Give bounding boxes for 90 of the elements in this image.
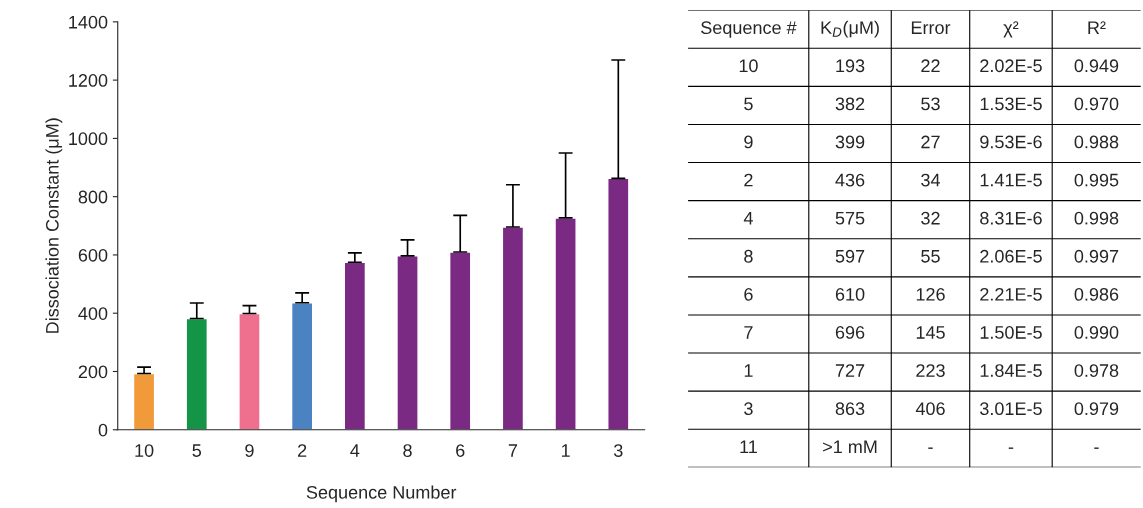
bar	[396, 255, 419, 430]
bar	[185, 317, 209, 430]
text: 3	[744, 402, 753, 416]
text: 223	[916, 364, 945, 377]
text: 382	[835, 97, 865, 111]
text: 27	[921, 135, 940, 149]
text: 9.53E-6	[980, 135, 1042, 149]
text: 597	[835, 249, 865, 263]
text: -	[928, 447, 933, 449]
text: 9	[744, 135, 753, 149]
bar	[554, 217, 577, 430]
text: 0.979	[1074, 402, 1119, 416]
x-axis-title: Sequence Number	[306, 485, 457, 503]
text: 0.978	[1074, 364, 1119, 377]
text: 1.50E-5	[980, 326, 1042, 339]
x-tick-label: 8	[403, 444, 412, 457]
text: 34	[921, 173, 941, 187]
text: 2.21E-5	[980, 287, 1042, 301]
y-tick-label: 800	[78, 190, 108, 204]
text: 8	[744, 249, 753, 263]
text: 32	[921, 211, 940, 225]
text: 3.01E-5	[980, 402, 1042, 416]
text: 10	[739, 59, 758, 73]
x-tick-label: 10	[135, 444, 154, 457]
x-tick-label: 4	[350, 444, 360, 457]
text: 2	[744, 173, 753, 187]
text: 1	[744, 364, 753, 377]
text: 727	[835, 364, 865, 377]
bar	[132, 372, 156, 430]
text: 0.995	[1074, 173, 1119, 187]
text: 436	[835, 173, 865, 187]
text: 126	[916, 287, 945, 301]
y-tick-label: 1400	[69, 15, 108, 29]
text: 0.998	[1074, 211, 1119, 225]
text: >1 mM	[823, 440, 877, 453]
bar	[607, 177, 630, 430]
text: -	[1094, 447, 1099, 449]
x-tick-label: 7	[508, 444, 518, 457]
text: 4	[743, 211, 753, 225]
category-label: Sequence #	[701, 21, 797, 38]
text: 0.988	[1074, 135, 1119, 149]
x-tick-label: 6	[456, 444, 465, 457]
text: 145	[916, 326, 945, 339]
text: 0.986	[1074, 287, 1119, 301]
text: 0.949	[1074, 59, 1119, 73]
category-label: R²	[1088, 21, 1106, 34]
text: 0.997	[1074, 249, 1119, 263]
y-tick-label: 200	[78, 365, 108, 379]
text: 1.84E-5	[980, 364, 1042, 377]
text: 5	[744, 97, 753, 111]
x-tick-label: 2	[298, 444, 307, 457]
text: -	[1008, 447, 1014, 449]
y-tick-label: 1200	[69, 74, 108, 87]
text: 610	[835, 287, 865, 301]
text: 53	[921, 97, 940, 111]
text: 8.31E-6	[980, 211, 1042, 225]
text: 406	[915, 402, 945, 416]
x-tick-label: 5	[192, 444, 202, 457]
x-tick-label: 9	[245, 444, 254, 457]
y-tick-label: 600	[78, 248, 108, 262]
text: 399	[835, 135, 865, 149]
text: 1.41E-5	[980, 173, 1042, 187]
category-label: Error	[911, 21, 951, 35]
text: 1.53E-5	[980, 97, 1042, 111]
text: 863	[835, 402, 865, 416]
y-tick-label: 1000	[69, 132, 108, 146]
x-tick-label: 3	[613, 444, 623, 457]
bar	[501, 226, 525, 430]
text: 7	[744, 326, 753, 339]
bar	[343, 261, 367, 430]
text: 11	[740, 440, 757, 453]
category-label: χ²	[1003, 21, 1019, 38]
text: 696	[835, 326, 865, 339]
text: 2.06E-5	[980, 249, 1042, 263]
bar	[290, 302, 314, 430]
category-label: K$_{D}$(μM)	[821, 20, 879, 38]
text: 6	[744, 287, 753, 301]
y-tick-label: 0	[98, 423, 108, 437]
y-tick-label: 400	[78, 307, 108, 320]
bar	[238, 312, 261, 430]
bar	[448, 251, 472, 430]
text: 22	[921, 59, 940, 72]
text: 575	[835, 211, 865, 225]
text: 2.02E-5	[980, 59, 1042, 73]
text: 0.990	[1074, 326, 1119, 339]
text: 55	[921, 250, 940, 263]
y-axis-title: Dissociation Constant (μM)	[45, 118, 63, 333]
x-tick-label: 1	[561, 444, 570, 457]
text: 0.970	[1074, 97, 1119, 111]
text: 193	[836, 59, 865, 73]
